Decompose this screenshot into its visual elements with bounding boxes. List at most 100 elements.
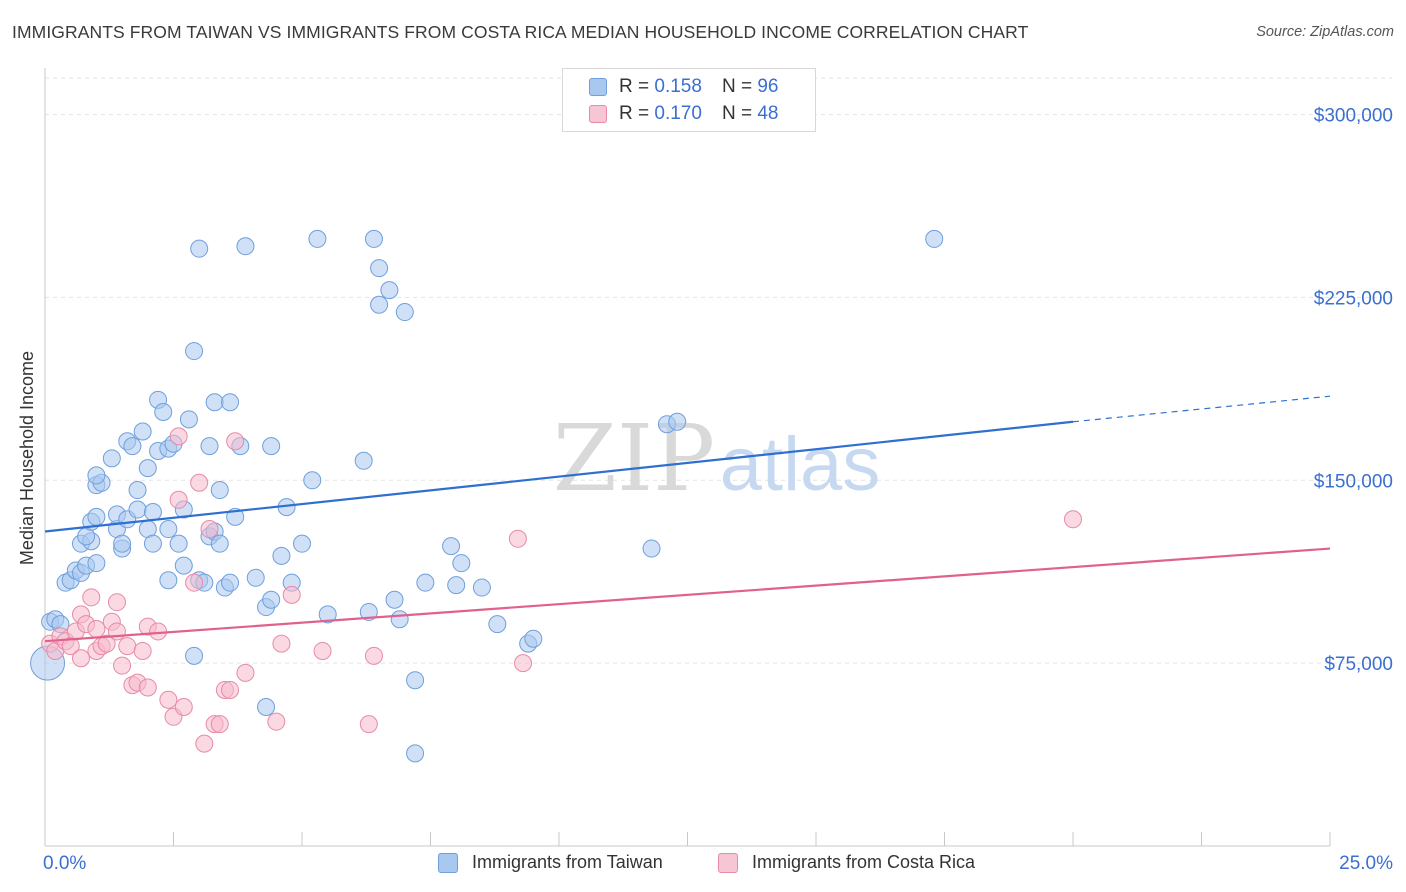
taiwan-point (385, 590, 404, 609)
taiwan-point (442, 537, 461, 556)
taiwan-point (416, 573, 435, 592)
taiwan-point (221, 393, 240, 412)
taiwan-legend-swatch (438, 852, 458, 873)
costa-rica-point (364, 646, 383, 665)
costa-rica-point (169, 427, 188, 446)
costa-rica-legend-label: Immigrants from Costa Rica (752, 852, 976, 872)
costa-rica-point (159, 690, 178, 709)
costa-rica-point (210, 715, 229, 734)
taiwan-point (246, 568, 265, 587)
taiwan-point (236, 237, 255, 256)
costa-rica-point (508, 529, 527, 548)
costa-rica-point (174, 698, 193, 717)
taiwan-point (87, 554, 106, 573)
x-tick-label: 25.0% (1339, 853, 1393, 874)
taiwan-point (318, 605, 337, 624)
taiwan-point (128, 481, 147, 500)
trend-lines (44, 395, 1331, 643)
taiwan-point (133, 422, 152, 441)
taiwan-point (200, 437, 219, 456)
taiwan-point (354, 451, 373, 470)
legend-row-taiwan: R = 0.158 N = 96 (589, 75, 778, 99)
y-axis-title: Median Household Income (17, 351, 37, 565)
costa-r-value: 0.170 (654, 103, 702, 124)
taiwan-point (303, 471, 322, 490)
legend-row-costa-rica: R = 0.170 N = 48 (589, 102, 778, 126)
taiwan-point (472, 578, 491, 597)
taiwan-point (364, 229, 383, 248)
taiwan-point (210, 534, 229, 553)
taiwan-point (143, 534, 162, 553)
taiwan-trend-extension (1072, 395, 1331, 423)
costa-rica-swatch (589, 105, 607, 123)
taiwan-r-label: R = (619, 76, 650, 97)
costa-rica-point (185, 573, 204, 592)
costa-rica-point (133, 641, 152, 660)
taiwan-point (87, 466, 106, 485)
axes (44, 68, 1331, 847)
taiwan-point (154, 403, 173, 422)
costa-rica-point (236, 663, 255, 682)
taiwan-point (257, 698, 276, 717)
costa-rica-point (514, 654, 533, 673)
taiwan-point (205, 393, 224, 412)
taiwan-point (370, 295, 389, 314)
taiwan-point (262, 437, 281, 456)
costa-rica-point (149, 622, 168, 641)
taiwan-point (123, 437, 142, 456)
watermark: ZIP atlas (553, 405, 880, 512)
costa-rica-point (107, 593, 126, 612)
taiwan-point (293, 534, 311, 553)
series-legend: Immigrants from Taiwan Immigrants from C… (0, 852, 1406, 878)
taiwan-point (221, 573, 240, 592)
costa-rica-point (1064, 510, 1082, 529)
source-credit: Source: ZipAtlas.com (1256, 24, 1394, 40)
costa-rica-point (226, 432, 245, 451)
costa-rica-point (195, 734, 214, 753)
taiwan-point (390, 610, 409, 629)
taiwan-point (190, 239, 209, 258)
costa-rica-legend-swatch (718, 852, 738, 873)
correlation-legend: R = 0.158 N = 96 R = 0.170 N = 48 (562, 68, 816, 132)
taiwan-point (185, 342, 204, 361)
taiwan-point (447, 576, 466, 595)
costa-rica-point (169, 490, 188, 509)
legend-item-costa-rica: Immigrants from Costa Rica (718, 852, 975, 873)
costa-rica-point (113, 656, 132, 675)
watermark-atlas: atlas (720, 422, 881, 507)
costa-n-label: N = (721, 103, 753, 124)
taiwan-point (380, 281, 399, 300)
taiwan-point (668, 412, 687, 431)
watermark-zip: ZIP (553, 405, 715, 512)
costa-rica-point (359, 715, 378, 734)
taiwan-point (174, 556, 193, 575)
taiwan-point (138, 459, 157, 478)
x-tick-label: 0.0% (43, 853, 86, 874)
y-tick-label: $150,000 (1314, 471, 1393, 492)
taiwan-point (370, 259, 389, 278)
taiwan-point (359, 602, 378, 621)
taiwan-n-value: 96 (757, 76, 779, 97)
taiwan-point (262, 590, 281, 609)
legend-item-taiwan: Immigrants from Taiwan (438, 852, 663, 873)
taiwan-trend-line (44, 420, 1074, 533)
taiwan-point (179, 410, 198, 429)
costa-rica-point (267, 712, 286, 731)
y-tick-label: $225,000 (1314, 288, 1393, 309)
costa-rica-point (272, 634, 291, 653)
taiwan-point (406, 671, 425, 690)
chart-title: IMMIGRANTS FROM TAIWAN VS IMMIGRANTS FRO… (12, 22, 1029, 42)
taiwan-point (169, 534, 188, 553)
taiwan-point (452, 554, 471, 573)
taiwan-r-value: 0.158 (654, 76, 702, 97)
taiwan-point (488, 615, 507, 634)
y-tick-label: $75,000 (1324, 654, 1393, 675)
costa-rica-point (97, 634, 116, 653)
taiwan-point (210, 481, 229, 500)
costa-rica-trend-line (44, 547, 1331, 643)
taiwan-point (143, 502, 162, 521)
costa-rica-point (200, 520, 219, 539)
y-tick-label: $300,000 (1314, 106, 1393, 127)
costa-rica-point (313, 641, 332, 660)
